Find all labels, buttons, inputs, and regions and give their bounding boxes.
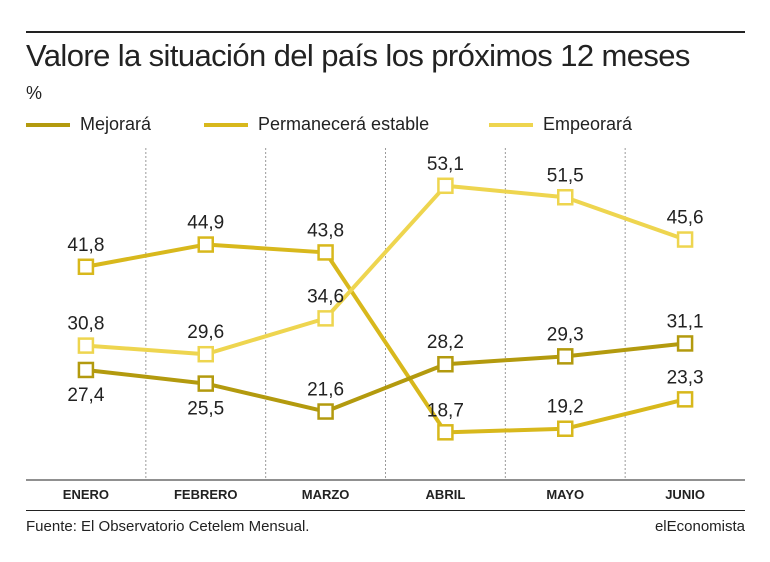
top-rule (26, 31, 745, 33)
data-label: 23,3 (667, 367, 704, 388)
data-point (557, 189, 574, 206)
x-tick-label: ENERO (63, 487, 109, 502)
data-point (197, 236, 214, 253)
brand-logo-text: elEconomista (654, 518, 745, 535)
data-point (197, 375, 214, 392)
data-point (317, 403, 334, 420)
data-label: 25,5 (187, 399, 224, 420)
data-label: 29,3 (547, 324, 584, 345)
data-point (317, 310, 334, 327)
data-point (676, 231, 694, 248)
data-point (317, 244, 334, 261)
chart-title: Valore la situación del país los próximo… (26, 38, 690, 73)
legend-item-mejorara: Mejorará (26, 114, 151, 135)
data-point (676, 391, 694, 408)
legend-item-empeorara: Empeorará (489, 114, 632, 135)
data-point (77, 361, 95, 379)
data-label: 29,6 (187, 322, 224, 343)
legend-swatch-permanecera (204, 122, 248, 127)
legend-swatch-mejorara (26, 122, 70, 127)
data-point (437, 355, 454, 373)
data-label: 21,6 (307, 380, 344, 401)
x-tick-label: MARZO (302, 487, 350, 502)
data-label: 44,9 (187, 213, 224, 234)
data-point (77, 337, 95, 354)
data-label: 53,1 (427, 154, 464, 175)
x-tick-label: FEBRERO (174, 487, 238, 502)
data-point (437, 177, 454, 195)
data-label: 51,5 (547, 165, 584, 186)
legend-swatch-empeorara (489, 122, 533, 127)
data-label: 30,8 (67, 314, 104, 335)
data-label: 31,1 (667, 311, 704, 332)
series-line (85, 183, 686, 357)
series-line (85, 242, 686, 435)
data-point (557, 348, 574, 365)
data-label: 18,7 (427, 400, 464, 421)
legend-label-permanecera: Permanecerá estable (258, 114, 430, 134)
footer-rule (26, 510, 745, 511)
data-label: 27,4 (67, 385, 104, 406)
legend-label-mejorara: Mejorará (80, 114, 152, 134)
data-label: 28,2 (427, 332, 464, 353)
source-note: Fuente: El Observatorio Cetelem Mensual. (26, 518, 310, 535)
series-line (85, 341, 686, 414)
data-point (557, 420, 574, 437)
x-tick-label: MAYO (546, 487, 584, 502)
legend-label-empeorara: Empeorará (543, 114, 633, 134)
data-point (676, 335, 694, 352)
data-point (77, 258, 95, 276)
data-label: 45,6 (667, 208, 704, 229)
data-point (197, 345, 214, 363)
data-label: 34,6 (307, 286, 344, 307)
legend-item-permanecera: Permanecerá estable (204, 114, 429, 135)
unit-label: % (26, 83, 43, 103)
data-point (437, 424, 454, 441)
data-label: 19,2 (547, 397, 584, 418)
x-tick-label: ABRIL (426, 487, 466, 502)
data-label: 43,8 (307, 220, 344, 241)
x-tick-label: JUNIO (665, 487, 705, 502)
data-label: 41,8 (67, 235, 104, 256)
